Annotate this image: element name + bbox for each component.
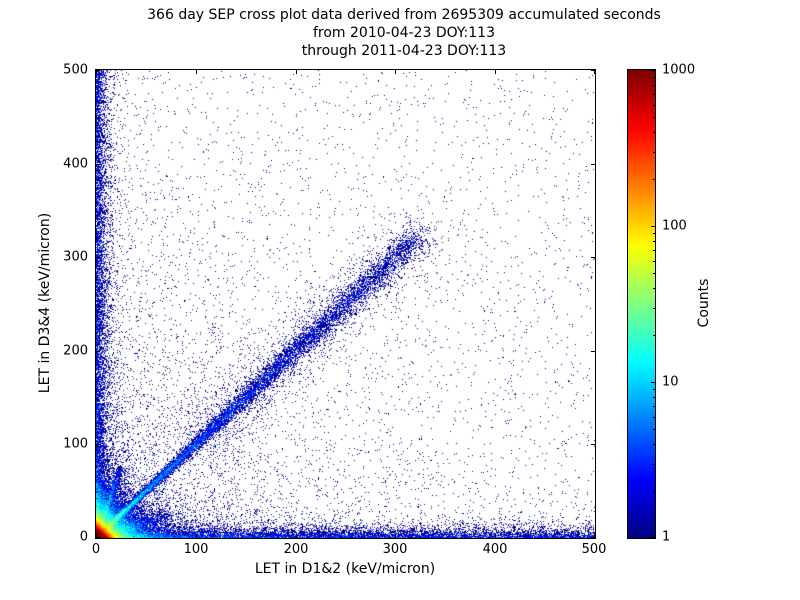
y-tick-mark [96,351,100,352]
x-tick-mark [196,534,197,538]
x-tick-mark [594,534,595,538]
y-tick-mark [96,537,100,538]
colorbar-label: Counts [696,278,712,328]
colorbar-tick-label: 10 [662,374,679,390]
y-axis-label: LET in D3&4 (keV/micron) [37,212,53,394]
y-tick-label: 0 [79,529,88,545]
colorbar-minor-tick-mark [653,233,655,234]
colorbar-minor-tick-mark [653,152,655,153]
y-tick-mark [96,444,100,445]
colorbar-minor-tick-mark [653,417,655,418]
colorbar [627,69,656,539]
y-tick-label: 100 [63,436,88,452]
colorbar-minor-tick-mark [653,464,655,465]
y-tick-label: 300 [63,249,88,265]
colorbar-tick-mark [651,70,655,71]
colorbar-tick-label: 1000 [662,62,696,78]
y-tick-mark [96,70,100,71]
plot-area [95,69,596,539]
y-tick-label: 200 [63,343,88,359]
colorbar-minor-tick-mark [653,389,655,390]
colorbar-minor-tick-mark [653,85,655,86]
colorbar-minor-tick-mark [653,397,655,398]
colorbar-minor-tick-mark [653,491,655,492]
plot-title: 366 day SEP cross plot data derived from… [8,6,800,60]
x-tick-mark [296,534,297,538]
x-tick-mark [196,70,197,74]
x-tick-mark [395,534,396,538]
colorbar-minor-tick-mark [653,117,655,118]
y-tick-mark [591,164,595,165]
colorbar-minor-tick-mark [653,179,655,180]
y-tick-mark [591,257,595,258]
x-axis-label: LET in D1&2 (keV/micron) [254,561,436,577]
colorbar-tick-label: 1 [662,529,671,545]
x-tick-label: 200 [283,542,309,557]
colorbar-minor-tick-mark [653,250,655,251]
colorbar-minor-tick-mark [653,406,655,407]
colorbar-minor-tick-mark [653,77,655,78]
colorbar-tick-mark [651,226,655,227]
y-tick-label: 400 [63,156,88,172]
colorbar-minor-tick-mark [653,105,655,106]
title-line-2: from 2010-04-23 DOY:113 [312,25,495,41]
scatter-canvas [96,70,595,538]
colorbar-minor-tick-mark [653,429,655,430]
x-tick-mark [495,534,496,538]
x-tick-label: 500 [581,542,607,557]
x-tick-label: 400 [482,542,508,557]
colorbar-minor-tick-mark [653,335,655,336]
y-tick-mark [591,70,595,71]
x-tick-mark [296,70,297,74]
colorbar-minor-tick-mark [653,444,655,445]
colorbar-minor-tick-mark [653,241,655,242]
x-tick-mark [495,70,496,74]
x-tick-mark [96,534,97,538]
title-line-3: through 2011-04-23 DOY:113 [301,43,507,59]
x-tick-label: 300 [382,542,408,557]
x-tick-label: 100 [183,542,209,557]
y-tick-mark [96,257,100,258]
y-tick-mark [591,444,595,445]
x-tick-label: 0 [91,542,101,557]
title-line-1: 366 day SEP cross plot data derived from… [147,7,661,23]
colorbar-canvas [628,70,655,538]
colorbar-minor-tick-mark [653,132,655,133]
colorbar-minor-tick-mark [653,273,655,274]
colorbar-tick-label: 100 [662,218,687,234]
colorbar-minor-tick-mark [653,288,655,289]
x-tick-mark [96,70,97,74]
y-tick-mark [96,164,100,165]
colorbar-minor-tick-mark [653,94,655,95]
y-tick-label: 500 [63,62,88,78]
x-tick-mark [594,70,595,74]
colorbar-tick-mark [651,382,655,383]
colorbar-minor-tick-mark [653,261,655,262]
x-tick-mark [395,70,396,74]
y-tick-mark [591,537,595,538]
colorbar-tick-mark [651,537,655,538]
y-tick-mark [591,351,595,352]
colorbar-minor-tick-mark [653,308,655,309]
